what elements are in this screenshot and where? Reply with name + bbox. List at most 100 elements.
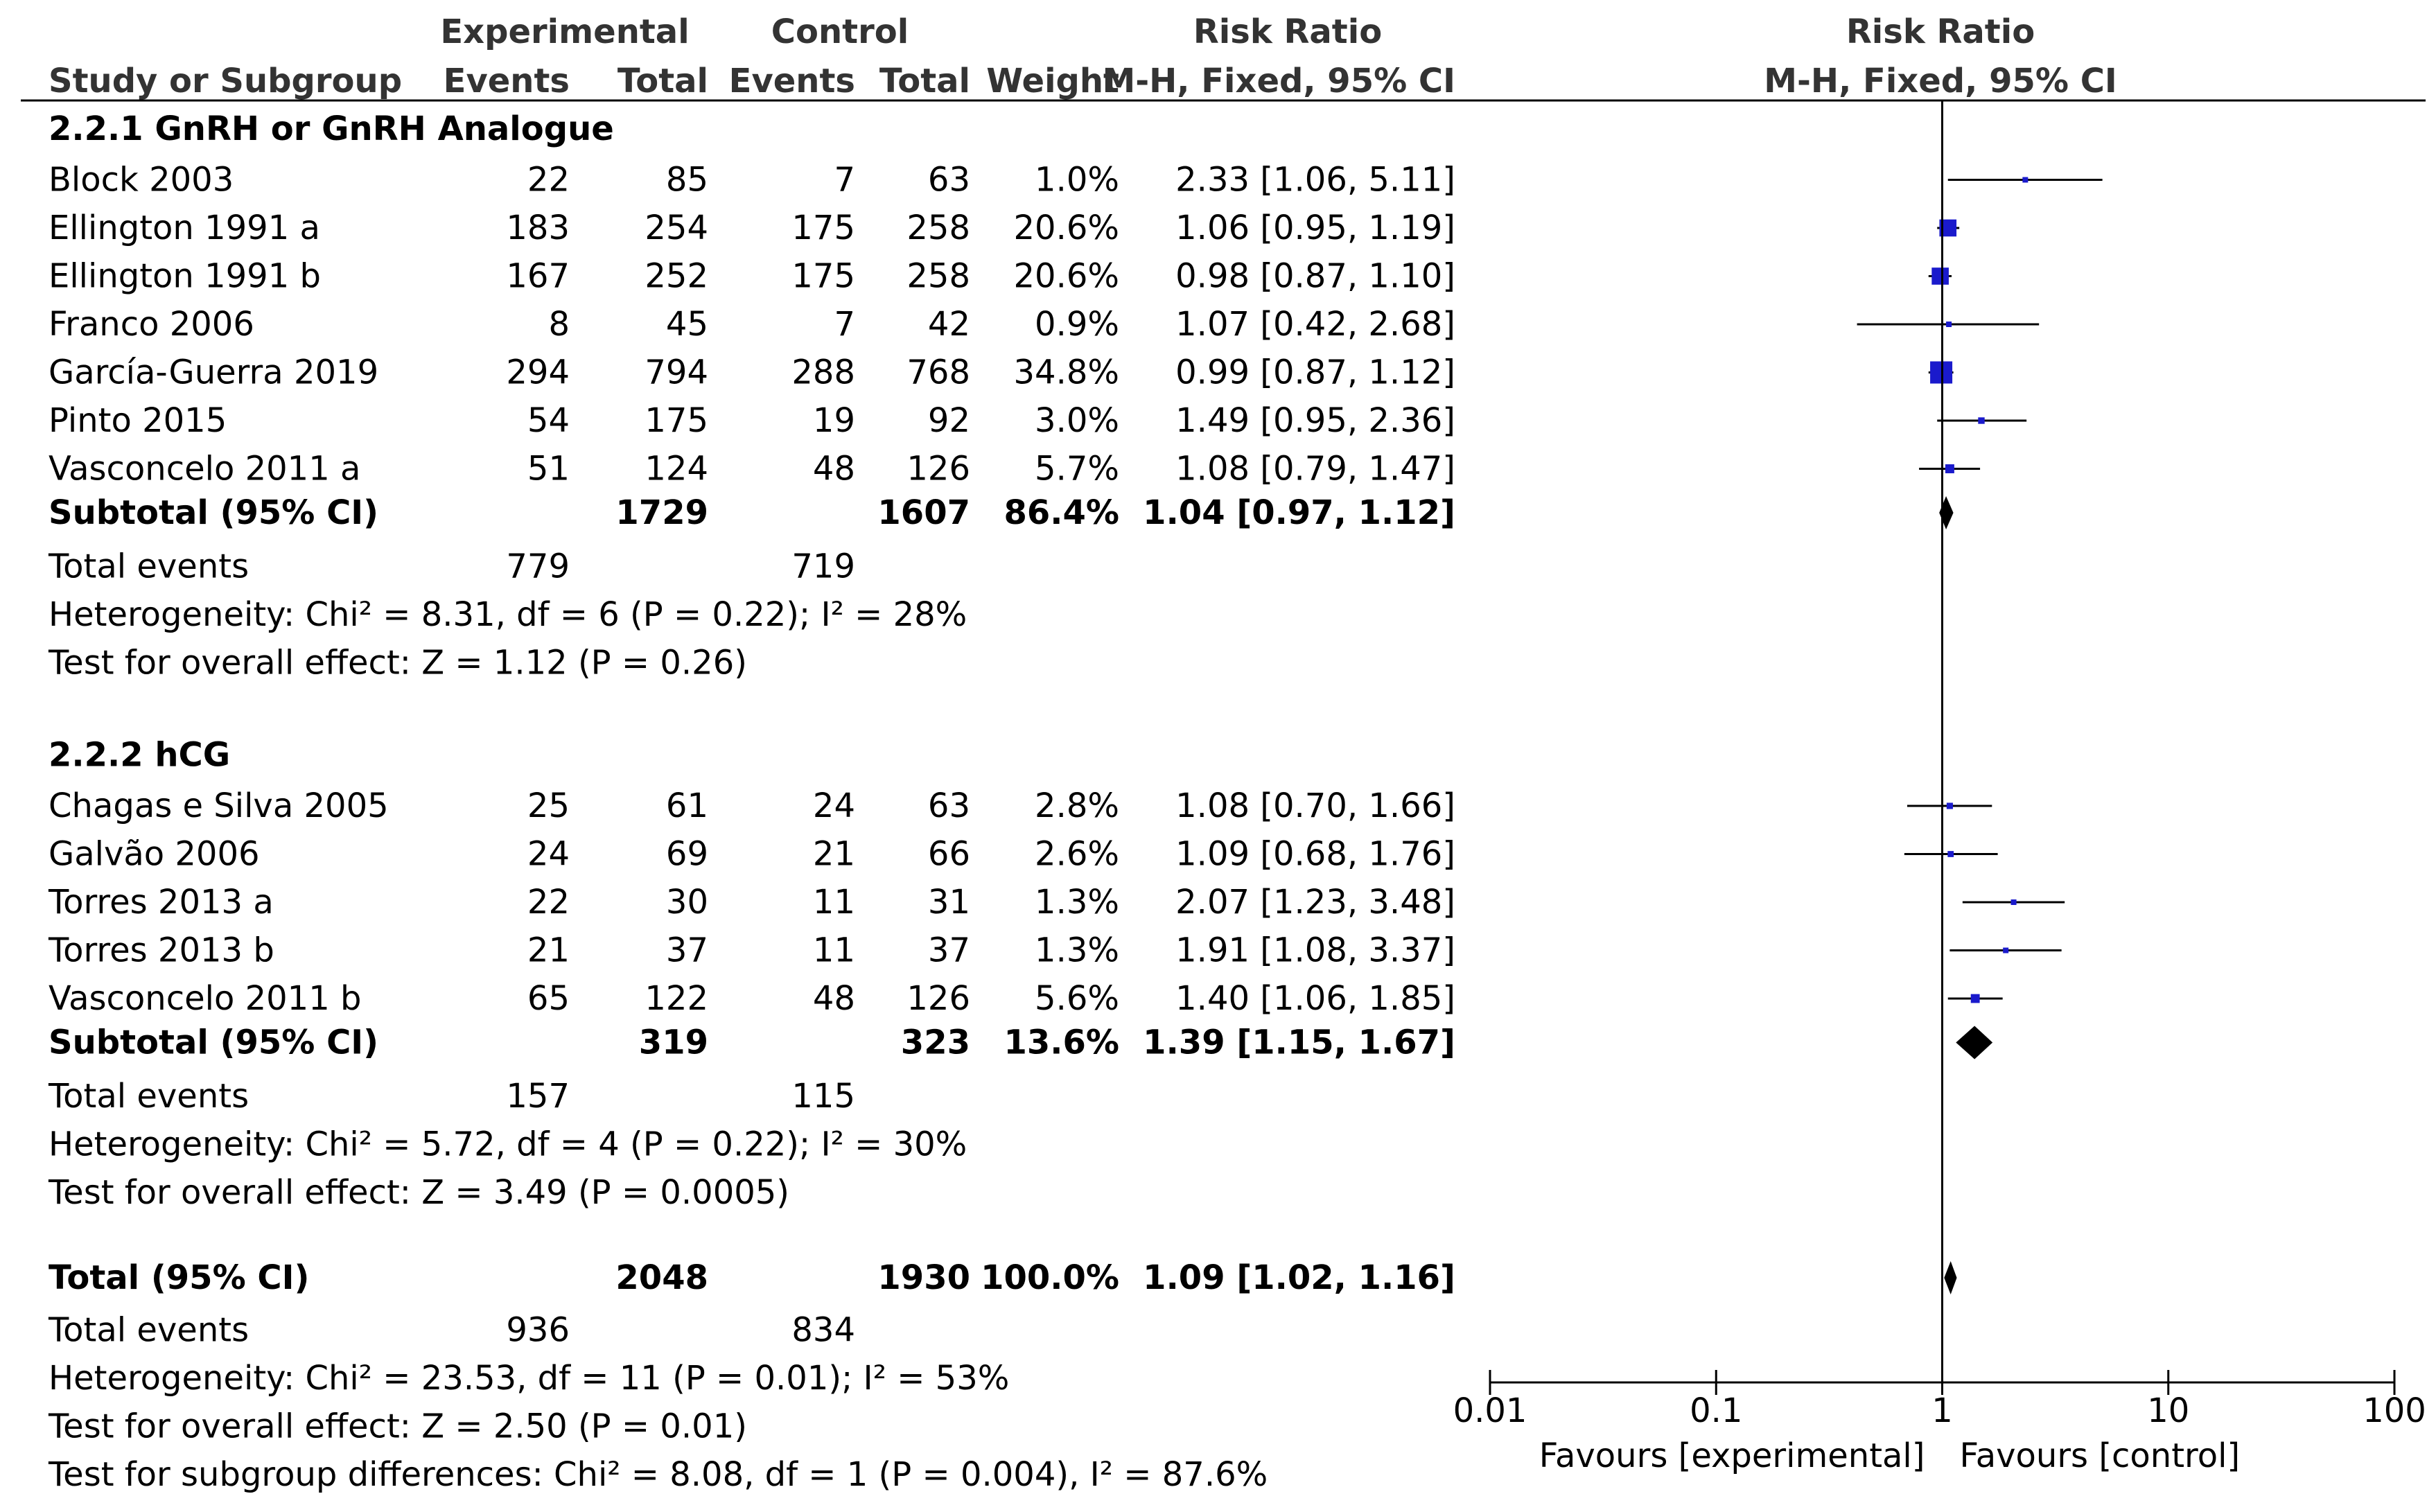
ctl-total: 258 bbox=[906, 209, 970, 247]
weight: 1.3% bbox=[1035, 931, 1119, 970]
ctl-total: 126 bbox=[906, 979, 970, 1018]
exp-events: 8 bbox=[548, 305, 570, 344]
total-events-ctl: 834 bbox=[791, 1311, 855, 1350]
subgroup-overall-effect: Test for overall effect: Z = 3.49 (P = 0… bbox=[48, 1173, 789, 1212]
exp-events: 65 bbox=[527, 979, 570, 1018]
ci-square bbox=[1946, 802, 1953, 809]
ci-square bbox=[1945, 464, 1954, 473]
exp-events: 51 bbox=[527, 450, 570, 489]
total-overall-effect: Test for overall effect: Z = 2.50 (P = 0… bbox=[48, 1407, 747, 1446]
weight: 2.6% bbox=[1035, 835, 1119, 874]
exp-total: 61 bbox=[666, 786, 708, 825]
header-experimental: Experimental bbox=[440, 12, 689, 51]
exp-events: 167 bbox=[506, 257, 570, 296]
ctl-total: 258 bbox=[906, 257, 970, 296]
ctl-total: 63 bbox=[928, 786, 970, 825]
ci-square bbox=[1946, 322, 1952, 327]
exp-events: 22 bbox=[527, 161, 570, 200]
ctl-events: 19 bbox=[813, 401, 855, 440]
header-weight: Weight bbox=[986, 62, 1119, 100]
exp-total: 69 bbox=[666, 835, 708, 874]
weight: 2.8% bbox=[1035, 786, 1119, 825]
exp-events: 25 bbox=[527, 786, 570, 825]
risk-ratio-ci: 1.09 [0.68, 1.76] bbox=[1175, 835, 1455, 874]
ctl-events: 7 bbox=[834, 305, 855, 344]
exp-events: 21 bbox=[527, 931, 570, 970]
study-name: Pinto 2015 bbox=[49, 401, 227, 440]
study-name: García-Guerra 2019 bbox=[49, 353, 378, 392]
exp-total: 175 bbox=[645, 401, 708, 440]
header-method-plot: M-H, Fixed, 95% CI bbox=[1764, 62, 2117, 100]
subtotal-exp-total: 1729 bbox=[615, 493, 708, 532]
header-control: Control bbox=[771, 12, 909, 51]
study-name: Vasconcelo 2011 b bbox=[49, 979, 361, 1018]
ctl-events: 288 bbox=[791, 353, 855, 392]
ctl-total: 42 bbox=[928, 305, 970, 344]
weight: 1.3% bbox=[1035, 883, 1119, 922]
subtotal-weight: 86.4% bbox=[1004, 493, 1119, 532]
risk-ratio-ci: 0.99 [0.87, 1.12] bbox=[1175, 353, 1455, 392]
header-risk-ratio: Risk Ratio bbox=[1193, 12, 1382, 51]
weight: 0.9% bbox=[1035, 305, 1119, 344]
subtotal-ci: 1.39 [1.15, 1.67] bbox=[1143, 1023, 1455, 1062]
subgroup-total-events-label: Total events bbox=[48, 1077, 249, 1116]
header-method: M-H, Fixed, 95% CI bbox=[1102, 62, 1455, 100]
subgroup-total-events-ctl: 719 bbox=[791, 547, 855, 586]
total-events-exp: 936 bbox=[506, 1311, 570, 1350]
ctl-events: 175 bbox=[791, 209, 855, 247]
exp-total: 124 bbox=[645, 450, 708, 489]
risk-ratio-ci: 1.07 [0.42, 2.68] bbox=[1175, 305, 1455, 344]
x-tick-label: 10 bbox=[2147, 1391, 2189, 1430]
ci-square bbox=[2022, 177, 2028, 183]
ctl-total: 768 bbox=[906, 353, 970, 392]
subtotal-weight: 13.6% bbox=[1004, 1023, 1119, 1062]
header-exp-total: Total bbox=[617, 62, 708, 100]
subgroup-total-events-label: Total events bbox=[48, 547, 249, 586]
risk-ratio-ci: 1.40 [1.06, 1.85] bbox=[1175, 979, 1455, 1018]
favours-experimental: Favours [experimental] bbox=[1539, 1436, 1925, 1475]
subgroup-total-events-ctl: 115 bbox=[791, 1077, 855, 1116]
total-ctl-total: 1930 bbox=[877, 1258, 970, 1297]
exp-events: 24 bbox=[527, 835, 570, 874]
study-name: Galvão 2006 bbox=[49, 835, 260, 874]
exp-events: 294 bbox=[506, 353, 570, 392]
study-name: Ellington 1991 b bbox=[49, 257, 321, 296]
weight: 1.0% bbox=[1035, 161, 1119, 200]
weight: 20.6% bbox=[1014, 209, 1119, 247]
subtotal-ctl-total: 323 bbox=[901, 1023, 970, 1062]
exp-total: 122 bbox=[645, 979, 708, 1018]
study-name: Ellington 1991 a bbox=[49, 209, 320, 247]
x-tick-label: 0.01 bbox=[1453, 1391, 1527, 1430]
subtotal-label: Subtotal (95% CI) bbox=[49, 1023, 378, 1062]
x-tick-label: 1 bbox=[1931, 1391, 1953, 1430]
ctl-total: 63 bbox=[928, 161, 970, 200]
exp-events: 54 bbox=[527, 401, 570, 440]
study-name: Franco 2006 bbox=[49, 305, 254, 344]
header-exp-events: Events bbox=[444, 62, 570, 100]
ctl-total: 31 bbox=[928, 883, 970, 922]
ci-square bbox=[1970, 994, 1980, 1003]
risk-ratio-ci: 0.98 [0.87, 1.10] bbox=[1175, 257, 1455, 296]
risk-ratio-ci: 1.91 [1.08, 3.37] bbox=[1175, 931, 1455, 970]
subgroup-heading: 2.2.2 hCG bbox=[49, 736, 230, 775]
risk-ratio-ci: 1.08 [0.79, 1.47] bbox=[1175, 450, 1455, 489]
ctl-total: 66 bbox=[928, 835, 970, 874]
study-name: Vasconcelo 2011 a bbox=[49, 450, 360, 489]
ci-square bbox=[1931, 267, 1949, 285]
x-tick-label: 0.1 bbox=[1690, 1391, 1742, 1430]
risk-ratio-ci: 2.33 [1.06, 5.11] bbox=[1175, 161, 1455, 200]
subgroup-heterogeneity: Heterogeneity: Chi² = 8.31, df = 6 (P = … bbox=[49, 595, 967, 634]
total-events-label: Total events bbox=[48, 1311, 249, 1350]
risk-ratio-ci: 2.07 [1.23, 3.48] bbox=[1175, 883, 1455, 922]
risk-ratio-ci: 1.49 [0.95, 2.36] bbox=[1175, 401, 1455, 440]
ctl-events: 11 bbox=[813, 931, 855, 970]
study-name: Block 2003 bbox=[49, 161, 234, 200]
total-heterogeneity: Heterogeneity: Chi² = 23.53, df = 11 (P … bbox=[49, 1359, 1009, 1398]
exp-events: 183 bbox=[506, 209, 570, 247]
exp-total: 794 bbox=[645, 353, 708, 392]
ci-square bbox=[1978, 417, 1985, 424]
ctl-events: 21 bbox=[813, 835, 855, 874]
subgroup-overall-effect: Test for overall effect: Z = 1.12 (P = 0… bbox=[48, 644, 747, 683]
ctl-events: 24 bbox=[813, 786, 855, 825]
